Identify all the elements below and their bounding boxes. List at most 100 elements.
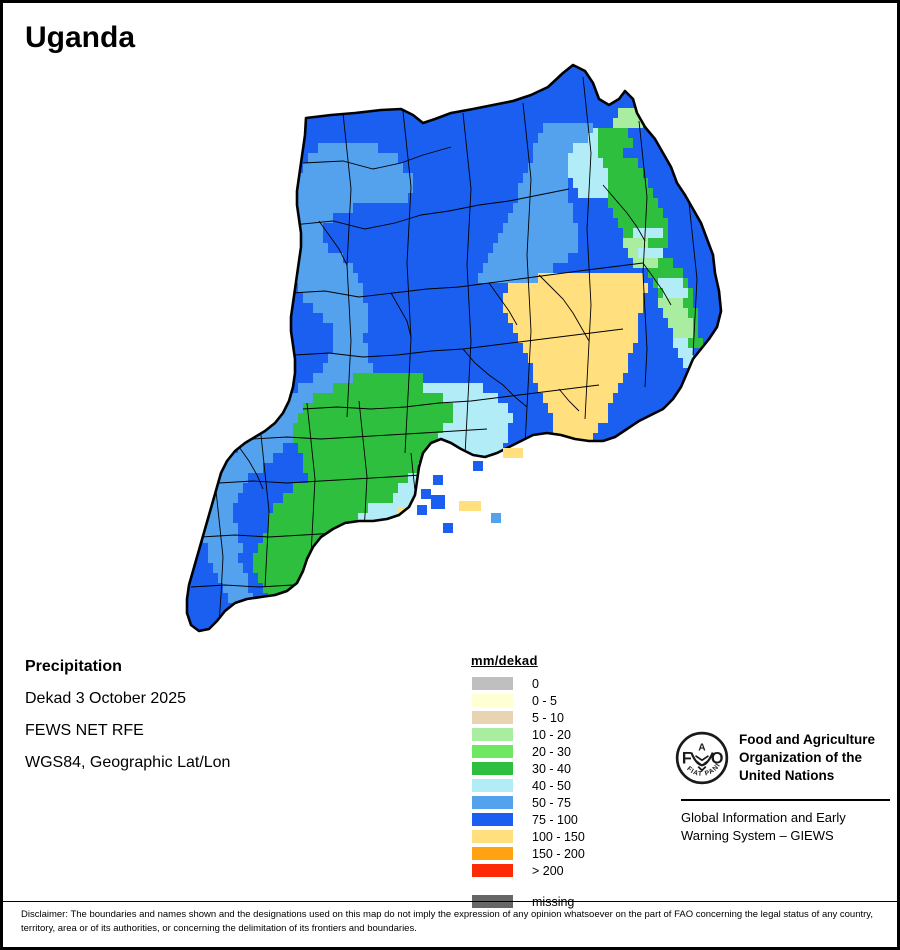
fao-name-line1: Food and Agriculture [739,732,875,747]
raster-cell [378,143,408,153]
raster-cell [453,403,508,413]
raster-cell [503,303,643,313]
legend-row: 40 - 50 [471,777,671,794]
raster-cell [433,443,503,453]
raster-cell [488,253,568,263]
fao-logo-icon: F O A FIAT PANIS [672,726,729,790]
raster-cell [523,173,568,183]
legend-label: 0 [532,676,539,691]
raster-cell [603,158,638,168]
raster-cell [503,233,683,243]
legend-row: 10 - 20 [471,726,671,743]
raster-cell [618,218,668,228]
raster-cell [453,413,513,423]
raster-cell [333,383,443,393]
map-canvas[interactable] [3,43,900,643]
legend-row: 50 - 75 [471,794,671,811]
raster-cell [328,353,368,363]
raster-cell [608,198,658,208]
raster-cell [618,108,643,118]
legend-swatch [471,829,514,844]
raster-cell [353,373,423,383]
raster-cell [268,523,368,533]
raster-cell [508,283,648,293]
raster-cell [523,343,633,353]
raster-cell [303,293,363,303]
raster-cell [323,363,373,373]
raster-cell [328,583,423,593]
raster-cell [323,313,368,323]
legend-label: 0 - 5 [532,693,558,708]
legend-row: 150 - 200 [471,845,671,862]
raster-cell [603,178,648,188]
raster-cell [303,163,403,173]
raster-cell [313,373,373,383]
legend-row: 0 - 5 [471,692,671,709]
raster-cell [663,288,688,298]
island-cell [491,513,501,523]
raster-cell [493,243,578,253]
raster-cell [343,553,453,563]
legend-label: 50 - 75 [532,795,571,810]
raster-cell [258,423,313,433]
raster-cell [548,433,658,443]
raster-cell [498,233,578,243]
disclaimer-text: Disclaimer: The boundaries and names sho… [21,909,873,935]
raster-cell [543,123,593,133]
raster-cell [393,363,488,373]
raster-cell [583,383,668,393]
svg-text:O: O [711,749,724,767]
raster-cell [358,273,528,283]
raster-cell [578,188,608,198]
raster-cell [288,253,343,263]
raster-cell [678,348,693,358]
raster-cell [673,328,693,338]
info-projection: WGS84, Geographic Lat/Lon [25,754,231,771]
raster-cell [293,433,438,443]
raster-cell [288,233,323,243]
raster-cell [638,248,663,258]
raster-cell [208,543,243,553]
raster-cell [528,353,628,363]
raster-cell [293,273,358,283]
giews-line1: Global Information and Early [681,810,846,825]
raster-cell [578,393,668,403]
info-source: FEWS NET RFE [25,722,144,739]
raster-cell [543,393,613,403]
raster-cell [198,503,233,513]
legend-items: 0 0 - 5 5 - 10 10 - 20 20 - 30 30 - 40 40 - 50… [471,675,671,879]
raster-cell [683,338,703,348]
raster-cell [298,173,413,183]
raster-cell [483,483,503,493]
precipitation-raster [187,65,721,631]
raster-cell [533,363,628,373]
legend-swatch [471,812,514,827]
raster-cell [658,278,683,288]
legend-label: 100 - 150 [532,829,585,844]
legend-swatch [471,846,514,861]
raster-cell [553,413,608,423]
raster-cell [563,148,598,158]
raster-cell [288,243,328,253]
raster-cell [418,463,498,473]
raster-cell [583,373,673,383]
raster-cell [438,433,508,443]
raster-cell [368,323,498,333]
raster-cell [303,463,418,473]
page-title: Uganda [25,21,136,54]
raster-cell [588,128,628,138]
uganda-precipitation-map[interactable] [3,43,900,643]
map-info-block: Precipitation Dekad 3 October 2025 FEWS … [25,658,230,786]
raster-cell [363,293,518,303]
raster-cell [293,213,333,223]
raster-cell [518,333,638,343]
raster-cell [563,413,663,423]
legend-label: 5 - 10 [532,710,564,725]
raster-cell [258,573,328,583]
raster-cell [333,213,543,223]
legend-swatch [471,795,514,810]
raster-cell [528,163,568,173]
legend-row: > 200 [471,862,671,879]
raster-cell [523,253,673,263]
